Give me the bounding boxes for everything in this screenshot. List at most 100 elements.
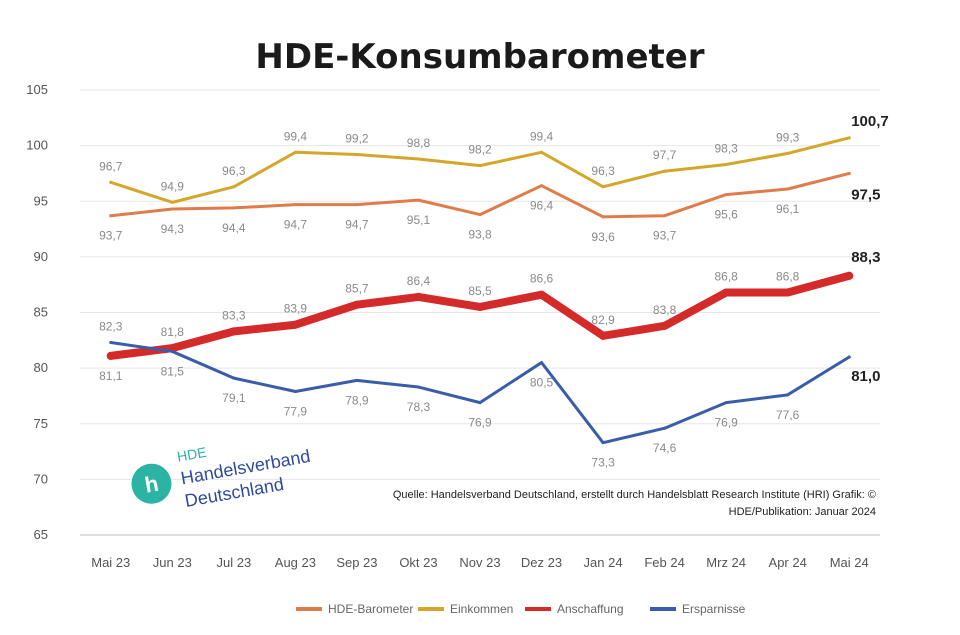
data-label: 94,4 bbox=[222, 221, 246, 235]
data-point bbox=[229, 327, 238, 336]
data-point bbox=[109, 214, 113, 218]
data-label: 96,3 bbox=[222, 164, 246, 178]
data-label: 83,9 bbox=[284, 302, 308, 316]
data-label: 82,9 bbox=[591, 313, 615, 327]
data-label: 83,3 bbox=[222, 308, 246, 322]
data-label: 83,8 bbox=[653, 303, 677, 317]
data-label: 86,8 bbox=[776, 269, 800, 283]
series-lines bbox=[106, 136, 854, 445]
data-point bbox=[293, 389, 297, 393]
y-tick-label: 105 bbox=[26, 82, 48, 97]
x-tick-label: Mai 23 bbox=[91, 555, 130, 570]
data-point bbox=[660, 321, 669, 330]
data-point bbox=[540, 150, 544, 154]
data-label: 86,6 bbox=[530, 272, 554, 286]
data-point bbox=[109, 180, 113, 184]
data-point bbox=[599, 331, 608, 340]
data-label: 94,9 bbox=[161, 179, 185, 193]
x-tick-label: Aug 23 bbox=[275, 555, 316, 570]
source-line-1: Quelle: Handelsverband Deutschland, erst… bbox=[393, 489, 876, 501]
data-point bbox=[416, 157, 420, 161]
data-point bbox=[293, 203, 297, 207]
data-point bbox=[106, 351, 115, 360]
x-tick-label: Mai 24 bbox=[830, 555, 869, 570]
data-point bbox=[293, 150, 297, 154]
data-label: 78,3 bbox=[407, 400, 431, 414]
data-label: 99,2 bbox=[345, 132, 369, 146]
data-label: 73,3 bbox=[591, 456, 615, 470]
data-label: 85,7 bbox=[345, 282, 369, 296]
data-label: 81,1 bbox=[99, 369, 123, 383]
data-point bbox=[416, 198, 420, 202]
y-tick-label: 90 bbox=[34, 249, 48, 264]
data-point bbox=[540, 184, 544, 188]
y-tick-label: 100 bbox=[26, 138, 48, 153]
data-point bbox=[416, 385, 420, 389]
data-label: 93,8 bbox=[468, 228, 492, 242]
data-point bbox=[170, 207, 174, 211]
data-point bbox=[786, 393, 790, 397]
data-point bbox=[601, 441, 605, 445]
chart-title: HDE-Konsumbarometer bbox=[255, 37, 704, 77]
data-label: 88,3 bbox=[851, 249, 880, 266]
hde-logo: h HDE Handelsverband Deutschland bbox=[131, 444, 312, 511]
data-label: 74,6 bbox=[653, 441, 677, 455]
data-label: 96,1 bbox=[776, 202, 800, 216]
data-label: 77,6 bbox=[776, 408, 800, 422]
data-point bbox=[786, 187, 790, 191]
data-label: 82,3 bbox=[99, 320, 123, 334]
y-tick-label: 85 bbox=[34, 305, 48, 320]
legend-entry: Anschaffung bbox=[557, 602, 624, 616]
x-tick-label: Jul 23 bbox=[216, 555, 251, 570]
data-label: 81,8 bbox=[161, 325, 185, 339]
data-label: 94,3 bbox=[161, 222, 185, 236]
data-label: 98,2 bbox=[468, 143, 492, 157]
data-label: 94,7 bbox=[345, 218, 369, 232]
data-point bbox=[847, 171, 851, 175]
data-point bbox=[476, 302, 484, 311]
data-point bbox=[478, 213, 482, 217]
data-label: 93,6 bbox=[591, 230, 615, 244]
data-point bbox=[232, 206, 236, 210]
data-point bbox=[170, 349, 174, 353]
y-tick-label: 75 bbox=[34, 416, 48, 431]
data-point bbox=[786, 151, 790, 155]
x-axis: Mai 23 Jun 23 Jul 23 Aug 23 Sep 23 Okt 23 Nov … bbox=[91, 555, 868, 570]
legend: HDE-Barometer Einkommen Anschaffung Ersparn… bbox=[296, 602, 746, 616]
data-point bbox=[537, 290, 546, 299]
data-point bbox=[663, 169, 667, 173]
series-hde-barometer bbox=[109, 171, 851, 219]
data-label: 94,7 bbox=[284, 218, 308, 232]
data-point bbox=[724, 193, 728, 197]
data-label: 77,9 bbox=[284, 404, 308, 418]
data-point bbox=[847, 136, 851, 140]
data-point bbox=[478, 164, 482, 168]
data-point bbox=[663, 214, 667, 218]
data-point bbox=[724, 163, 728, 167]
data-label: 98,3 bbox=[714, 142, 738, 156]
logo-abbr: HDE bbox=[176, 444, 208, 465]
data-point bbox=[601, 215, 605, 219]
x-tick-label: Jan 24 bbox=[584, 555, 623, 570]
series-anschaffung bbox=[106, 271, 854, 360]
x-tick-label: Jun 23 bbox=[153, 555, 192, 570]
data-label: 96,7 bbox=[99, 159, 123, 173]
legend-entry: Ersparnisse bbox=[682, 602, 746, 616]
data-point bbox=[722, 288, 731, 297]
data-label: 81,0 bbox=[851, 368, 880, 385]
data-point bbox=[601, 185, 605, 189]
data-label: 96,3 bbox=[591, 164, 615, 178]
y-tick-label: 70 bbox=[34, 471, 48, 486]
data-point bbox=[232, 185, 236, 189]
data-point bbox=[109, 341, 113, 345]
data-label: 99,4 bbox=[530, 129, 554, 143]
data-point bbox=[540, 361, 544, 365]
data-label: 86,4 bbox=[407, 274, 431, 288]
data-label: 95,6 bbox=[714, 208, 738, 222]
data-label: 99,4 bbox=[284, 129, 308, 143]
data-point bbox=[663, 426, 667, 430]
data-label: 99,3 bbox=[776, 130, 800, 144]
data-label: 78,9 bbox=[345, 393, 369, 407]
